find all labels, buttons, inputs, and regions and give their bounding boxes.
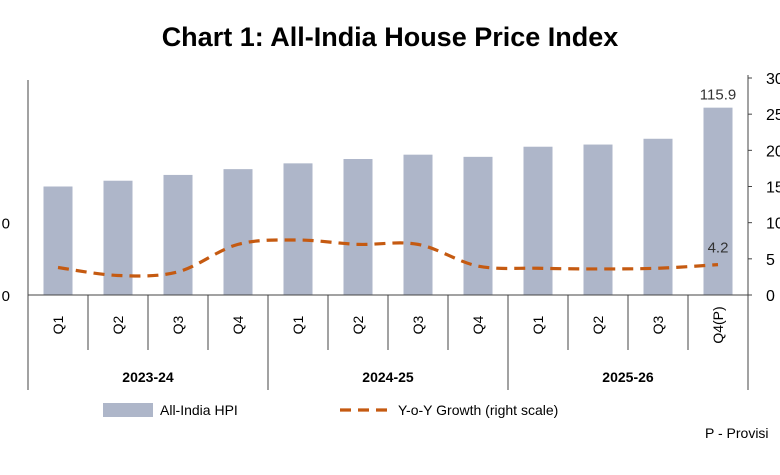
- group-label: 2024-25: [362, 369, 414, 385]
- category-tick-label: Q2: [110, 315, 126, 334]
- hpi-bar: [163, 174, 193, 295]
- hpi-bar: [703, 107, 733, 295]
- hpi-bar: [463, 156, 493, 295]
- plot-area: 0 0 0 5 10 15 20 25 30 Q1 Q2 Q3 Q4 Q1 Q2 Q3 Q4 Q1 Q2 Q3 Q4(P…: [2, 71, 780, 390]
- data-label: 4.2: [708, 240, 729, 257]
- hpi-bar: [43, 186, 73, 295]
- category-tick-label: Q4: [230, 315, 246, 334]
- category-tick-label: Q4(P): [710, 306, 726, 343]
- right-axis-tick-label: 0: [766, 288, 775, 305]
- legend-label-growth: Y-o-Y Growth (right scale): [398, 402, 558, 418]
- hpi-bar: [103, 180, 133, 295]
- category-tick-label: Q3: [170, 315, 186, 334]
- right-axis-tick-label: 20: [766, 143, 780, 160]
- right-axis-tick-label: 25: [766, 107, 780, 124]
- hpi-bar: [403, 154, 433, 295]
- footnote: P - Provisi: [705, 425, 769, 441]
- category-tick-label: Q3: [650, 315, 666, 334]
- right-axis-tick-label: 10: [766, 216, 780, 233]
- group-label: 2023-24: [122, 369, 174, 385]
- hpi-bar: [523, 146, 553, 295]
- hpi-bar: [343, 159, 373, 295]
- legend-label-hpi: All-India HPI: [160, 402, 238, 418]
- chart-title: Chart 1: All-India House Price Index: [162, 22, 619, 52]
- category-tick-label: Q1: [290, 315, 306, 334]
- right-axis-tick-label: 30: [766, 71, 780, 88]
- right-axis-tick-label: 5: [766, 252, 775, 269]
- hpi-bar: [283, 163, 313, 295]
- left-axis-tick-label: 0: [2, 288, 10, 305]
- left-axis-tick-label: 0: [2, 216, 10, 233]
- legend-swatch-hpi: [103, 403, 153, 417]
- group-label: 2025-26: [602, 369, 654, 385]
- growth-line: [57, 238, 719, 278]
- category-tick-label: Q1: [530, 315, 546, 334]
- legend: All-India HPI Y-o-Y Growth (right scale): [103, 402, 558, 418]
- category-tick-label: Q1: [50, 315, 66, 334]
- hpi-bar: [223, 169, 253, 295]
- category-tick-label: Q2: [590, 315, 606, 334]
- category-tick-label: Q4: [470, 315, 486, 334]
- right-axis-tick-label: 15: [766, 180, 780, 197]
- data-label: 115.9: [700, 87, 736, 104]
- category-tick-label: Q3: [410, 315, 426, 334]
- hpi-bar: [643, 138, 673, 295]
- category-tick-label: Q2: [350, 315, 366, 334]
- hpi-bar: [583, 144, 613, 295]
